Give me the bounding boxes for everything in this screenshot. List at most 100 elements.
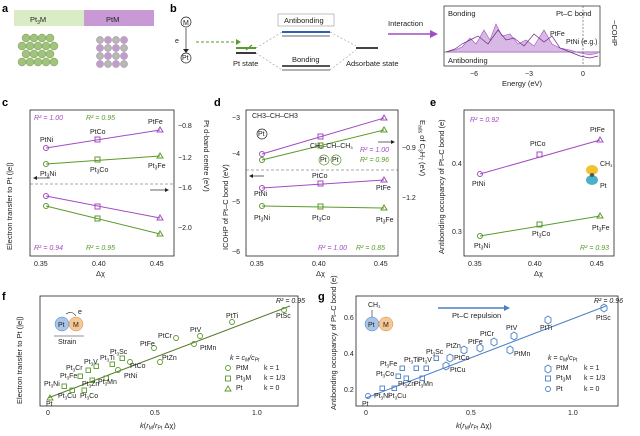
f-pt-pt3ni [61, 383, 67, 389]
g-lbl-pt: Pt [362, 401, 369, 408]
svg-text:Pt: Pt [368, 322, 375, 329]
e-xtick-3: 0.45 [590, 261, 604, 268]
panel-e-frame [463, 109, 615, 257]
g-ylabel: Antibonding occupancy of Pt–C bond (e) [329, 275, 338, 410]
ptm-label: PtM [106, 15, 119, 24]
d-pt-atom-3-label: Pt [332, 157, 339, 164]
f-xtick-2: 0.5 [150, 410, 160, 417]
c-pt-5 [43, 203, 49, 209]
cohp-xtick-2: −3 [525, 71, 533, 78]
d-pt-4 [259, 157, 265, 163]
g-lbl-pt3co: Pt3Co [376, 371, 394, 379]
electron-arrowhead-icon [183, 49, 189, 53]
e-r2-2: R² = 0.93 [580, 245, 609, 252]
interaction-label: Interaction [388, 19, 423, 28]
adsorbate-label: Adsorbate state [346, 59, 399, 68]
f-lbl-pt3zn: Pt3Zn [82, 381, 99, 389]
g-legend: PtM Pt3M Pt k = 1 k = 1/3 k = 0 [544, 364, 605, 393]
c-lbl-pt3co: Pt3Co [90, 167, 108, 176]
f-lbl-ptmn: PtMn [200, 345, 216, 352]
d-pt-1 [259, 151, 265, 157]
g-legend-pt: Pt [556, 386, 563, 393]
c-left-arrowhead-icon [33, 176, 37, 180]
mo-connector-1 [255, 31, 283, 49]
f-lbl-ptni: PtNi [124, 373, 138, 380]
f-legend-pt-marker [224, 385, 232, 392]
panel-b: M Pt e Pt state Antibonding Bonding Adso… [175, 5, 619, 88]
g-lbl-pt3ti: Pt3Ti [404, 357, 419, 365]
g-pt-pt3co [395, 373, 401, 379]
d-lbl-ptfe: PtFe [376, 185, 391, 192]
c-lbl-pt3fe: Pt3Fe [148, 163, 166, 172]
d-pt-3 [380, 114, 388, 121]
f-lbl-pt3ti: Pt3Ti [100, 355, 115, 363]
g-pt-pt3cu [391, 385, 397, 391]
d-lbl-pt3fe: Pt3Fe [376, 217, 394, 226]
mo-connector-3 [329, 31, 357, 47]
e-pt-pt3co [536, 221, 543, 228]
d-pt-atom-3-icon [330, 154, 342, 166]
f-legend-pt: Pt [236, 385, 243, 392]
g-fit-line [365, 305, 607, 399]
g-lbl-pt3mn: Pt3Mn [414, 381, 433, 389]
m-atom-icon [180, 16, 192, 28]
panel-a: Pt3M PtM [14, 10, 154, 68]
d-pt-atom-icon [256, 128, 268, 140]
bonding-label: Bonding [292, 55, 320, 64]
c-ylabel: Electron transfer to Pt (|e|) [5, 162, 14, 250]
c-line-4 [45, 205, 161, 235]
g-ytick-3: 0.2 [344, 387, 354, 394]
d-xlabel: Δχ [316, 269, 325, 278]
d-lbl-ptco: PtCo [312, 173, 328, 180]
d-pt-12 [380, 204, 388, 211]
f-pt-pt3sc [119, 355, 125, 361]
f-pt-pt [46, 394, 54, 401]
g-legend-title: k = cM/cPt [548, 355, 578, 364]
g-lbl-pt3cu: Pt3Cu [388, 393, 406, 401]
g-pt-ptmn [506, 345, 514, 355]
panel-c: PtNi PtCo PtFe Pt3Ni Pt3Co Pt3Fe R² = 1.… [5, 109, 211, 278]
panel-label-c: c [2, 97, 8, 109]
f-ylabel: Electron transfer to Pt (|e|) [15, 316, 24, 404]
d-pt-7 [259, 185, 265, 191]
panel-f: R² = 0.95 PtSc PtTi PtV PtMn PtCr PtFe P… [15, 295, 305, 432]
g-pt-pt3ni [379, 385, 385, 391]
f-pt-pt3zn [89, 377, 95, 383]
c-lbl-ptni: PtNi [40, 137, 54, 144]
g-lbl-ptv: PtV [506, 325, 518, 332]
e-pt-ptco [536, 151, 543, 158]
e-xlabel: Δχ [534, 269, 543, 278]
f-xtick-1: 0 [46, 410, 50, 417]
f-legend-ptm-k: k = 1 [264, 365, 279, 372]
f-r2: R² = 0.95 [276, 298, 305, 305]
f-pt-pt3cu [69, 387, 75, 393]
d-right-arrowhead-icon [391, 140, 395, 144]
g-lbl-pt3sc: Pt3Sc [426, 349, 444, 357]
f-pt-ptti [229, 319, 235, 325]
ptm-lattice-icon [96, 36, 128, 68]
e-pt-ptfe [596, 136, 604, 143]
c-lbl-ptco: PtCo [90, 129, 106, 136]
cohp-ptni-label: PtNi (e.g.) [566, 39, 598, 46]
d-ylabel: ICOHP of Pt–C bond (eV) [221, 164, 230, 250]
e-pt-label: Pt [600, 183, 607, 190]
c-r2-3: R² = 0.94 [34, 245, 63, 252]
g-pt-pt3sc [433, 355, 439, 361]
f-lbl-ptzn: PtZn [162, 355, 177, 362]
orbital-icon [586, 165, 598, 185]
d-xtick-2: 0.40 [312, 261, 326, 268]
f-pt-pt3cr [85, 367, 91, 373]
e-pt-pt3fe [596, 212, 604, 219]
antibonding-box [277, 13, 335, 27]
d-pt-atom-label: Pt [258, 131, 265, 138]
f-legend-ptm: PtM [236, 365, 249, 372]
g-pt-pt3fe [399, 365, 405, 371]
g-adsorbate-icon: Pt M CH3 [364, 302, 394, 332]
c-lbl-ptfe: PtFe [148, 119, 163, 126]
d-lbl-ptni: PtNi [254, 191, 268, 198]
d-r2-2: R² = 0.96 [360, 157, 389, 164]
e-ch3-label: CH3 [600, 161, 613, 168]
cohp-xtick-1: −6 [470, 71, 478, 78]
c-pt-7 [156, 230, 164, 237]
